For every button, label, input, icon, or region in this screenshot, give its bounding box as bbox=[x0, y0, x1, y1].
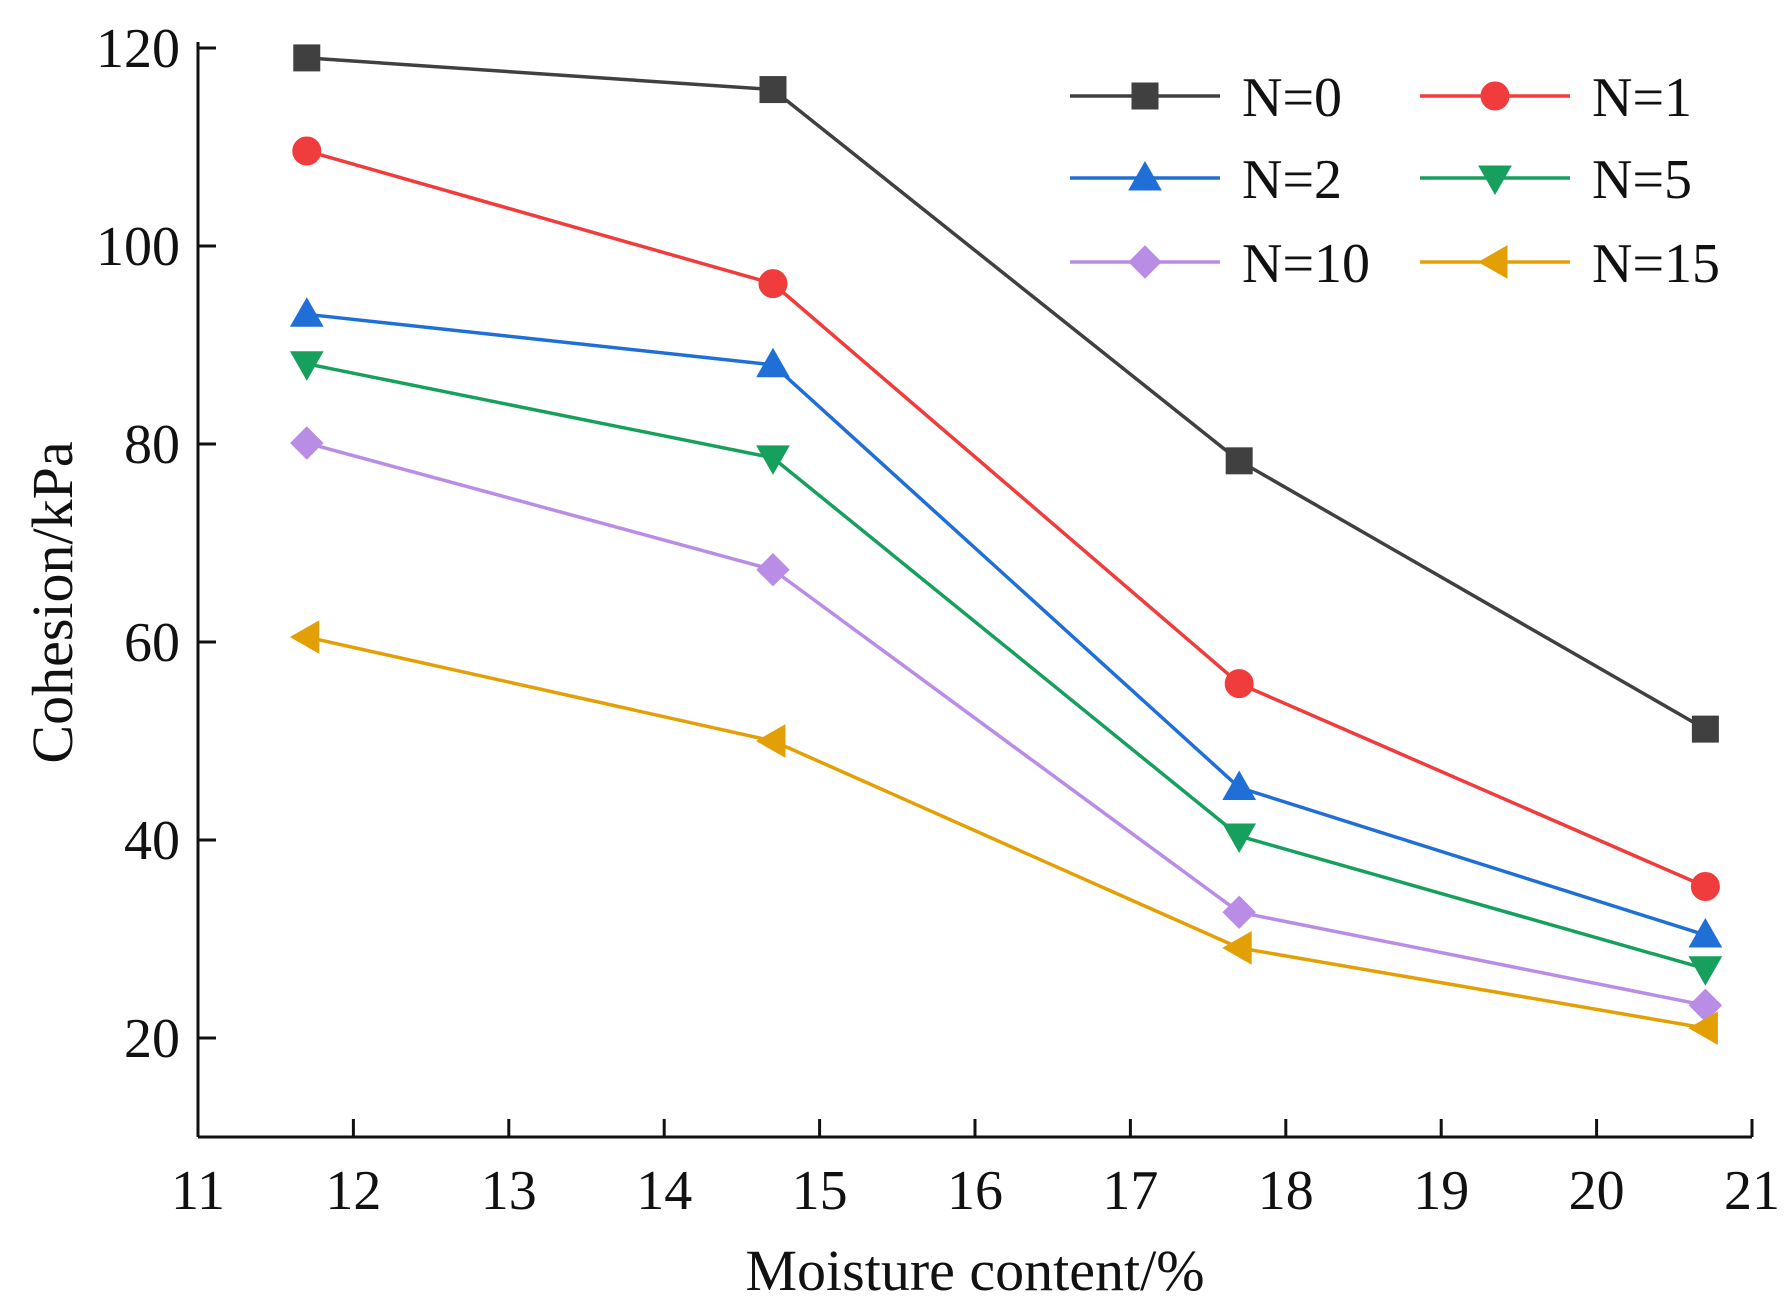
data-point bbox=[289, 297, 324, 327]
data-point bbox=[1222, 895, 1256, 929]
legend-marker bbox=[1480, 81, 1510, 111]
x-tick-label: 12 bbox=[325, 1160, 381, 1222]
data-point bbox=[1688, 956, 1723, 986]
legend-item: N=15 bbox=[1420, 233, 1720, 295]
data-point bbox=[1691, 715, 1719, 743]
data-point bbox=[289, 620, 320, 654]
legend-item: N=1 bbox=[1420, 67, 1692, 129]
data-point bbox=[289, 351, 324, 381]
data-point bbox=[1222, 770, 1257, 801]
series-N=1 bbox=[292, 136, 1720, 902]
x-tick-label: 20 bbox=[1569, 1160, 1625, 1222]
data-point bbox=[756, 553, 790, 587]
y-tick-label: 80 bbox=[124, 414, 180, 476]
x-tick-label: 19 bbox=[1413, 1160, 1469, 1222]
data-point bbox=[755, 724, 786, 758]
legend-label: N=1 bbox=[1592, 67, 1692, 129]
x-tick-label: 11 bbox=[171, 1160, 225, 1222]
legend: N=0 N=1 N=2 N=5 N=10 N=15 bbox=[1070, 67, 1720, 295]
y-tick-label: 60 bbox=[124, 612, 180, 674]
data-point bbox=[759, 76, 787, 104]
series-line bbox=[306, 56, 1707, 731]
legend-label: N=10 bbox=[1242, 233, 1370, 295]
y-tick-label: 40 bbox=[124, 810, 180, 872]
legend-marker bbox=[1477, 245, 1508, 279]
legend-marker bbox=[1478, 165, 1512, 196]
data-point bbox=[758, 269, 788, 299]
x-tick-label: 18 bbox=[1258, 1160, 1314, 1222]
data-point bbox=[756, 445, 790, 475]
series-N=15 bbox=[289, 620, 1718, 1045]
y-tick-label: 120 bbox=[96, 18, 180, 80]
x-tick-label: 14 bbox=[636, 1160, 692, 1222]
y-tick-label: 100 bbox=[96, 216, 180, 278]
data-point bbox=[1690, 872, 1720, 902]
x-axis-title: Moisture content/% bbox=[745, 1238, 1204, 1303]
series-line bbox=[306, 362, 1706, 971]
legend-item: N=0 bbox=[1070, 67, 1342, 129]
legend-marker bbox=[1128, 160, 1162, 191]
x-tick-label: 21 bbox=[1724, 1160, 1780, 1222]
legend-item: N=10 bbox=[1070, 233, 1370, 295]
data-point bbox=[756, 347, 790, 378]
x-tick-label: 16 bbox=[947, 1160, 1003, 1222]
legend-item: N=5 bbox=[1420, 149, 1692, 211]
series-N=0 bbox=[293, 44, 1719, 743]
series-line bbox=[306, 441, 1706, 1008]
x-tick-label: 15 bbox=[792, 1160, 848, 1222]
data-point bbox=[1222, 823, 1257, 854]
data-point bbox=[290, 426, 324, 460]
series-N=2 bbox=[289, 297, 1723, 948]
data-point bbox=[1688, 918, 1723, 948]
data-point bbox=[1688, 1011, 1718, 1045]
legend-marker bbox=[1131, 82, 1159, 110]
data-point bbox=[1225, 447, 1253, 475]
axes: 11 12 13 14 15 16 17 18 19 20 21 20 40 60 80 100 120 bbox=[96, 18, 1780, 1222]
data-point bbox=[1222, 931, 1252, 965]
legend-label: N=0 bbox=[1242, 67, 1342, 129]
series-N=5 bbox=[289, 351, 1723, 986]
y-tick-label: 20 bbox=[124, 1008, 180, 1070]
data-point bbox=[1224, 669, 1254, 699]
data-point bbox=[292, 136, 322, 166]
series-layer bbox=[289, 44, 1723, 1045]
series-line bbox=[306, 635, 1706, 1030]
legend-marker bbox=[1128, 245, 1162, 279]
series-line bbox=[306, 149, 1707, 889]
series-N=10 bbox=[290, 426, 1723, 1023]
series-line bbox=[306, 312, 1706, 937]
y-axis-title: Cohesion/kPa bbox=[20, 441, 85, 763]
legend-label: N=2 bbox=[1242, 149, 1342, 211]
legend-label: N=5 bbox=[1592, 149, 1692, 211]
legend-item: N=2 bbox=[1070, 149, 1342, 211]
legend-label: N=15 bbox=[1592, 233, 1720, 295]
x-tick-label: 17 bbox=[1102, 1160, 1158, 1222]
data-point bbox=[293, 44, 321, 72]
x-tick-label: 13 bbox=[481, 1160, 537, 1222]
